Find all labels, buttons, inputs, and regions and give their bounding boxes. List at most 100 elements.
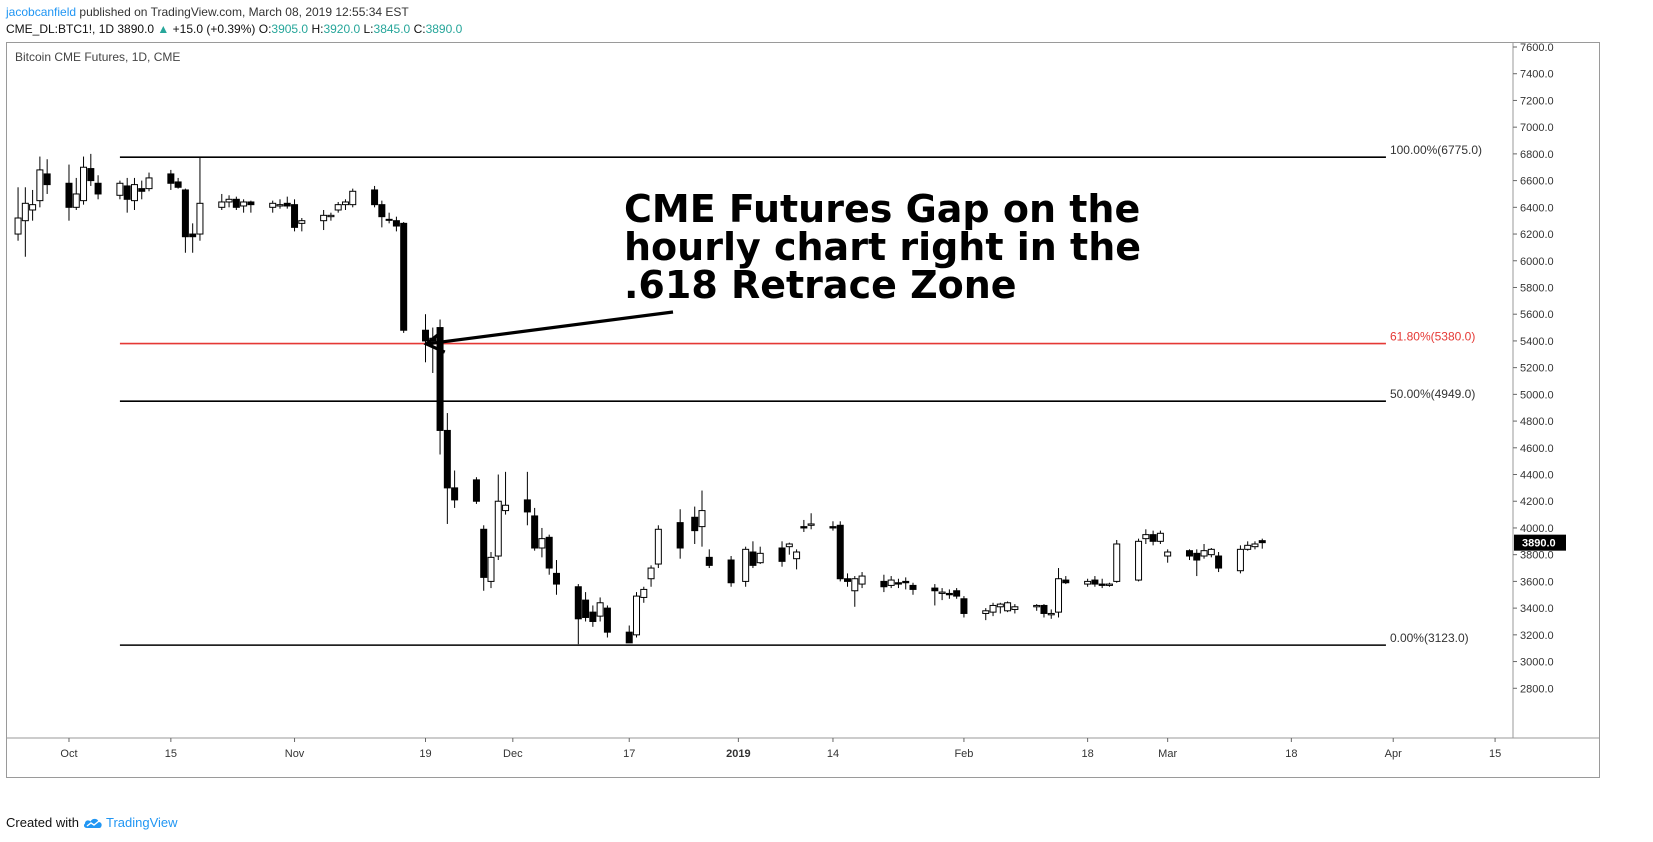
y-tick-label: 6400.0 [1520,202,1554,214]
candle-body [953,590,961,597]
candle-body [603,607,611,633]
candle-body [894,582,902,585]
candle-body [1004,602,1012,612]
candle-body [269,202,277,208]
candle-body [654,528,662,565]
candle-body [1142,534,1150,540]
chart-title: Bitcoin CME Futures, 1D, CME [15,50,180,64]
candle-body [472,479,480,502]
chart-header: jacobcanfield published on TradingView.c… [6,4,462,38]
candle-body [487,556,495,582]
candle-body [1215,555,1223,569]
fib-level-label: 50.00%(4949.0) [1390,387,1475,401]
candle-body [283,202,291,207]
candle-body [1251,543,1259,548]
created-with-text: Created with [6,815,79,830]
last-price-tag [1514,534,1566,551]
y-tick-label: 5000.0 [1520,389,1554,401]
candle-body [589,611,597,622]
candle-body [298,220,306,224]
symbol-label: CME_DL:BTC1!, 1D [6,22,115,36]
candle-body [596,602,604,617]
candle-body [844,578,852,582]
author-link[interactable]: jacobcanfield [6,5,77,19]
candle-body [902,580,910,584]
candle-body [727,559,735,584]
candle-body [1113,543,1121,582]
chart-frame[interactable] [6,42,1600,778]
candle-body [341,201,349,206]
candle-body [65,182,73,208]
candle-body [698,510,706,528]
candle-body [887,579,895,586]
candle-body [785,543,793,548]
candle-body [1244,544,1252,550]
y-tick-label: 6800.0 [1520,149,1554,161]
y-tick-label: 4200.0 [1520,496,1554,508]
x-tick-label: Feb [954,748,973,760]
published-text: published on TradingView.com, March 08, … [79,5,409,19]
candle-body [80,166,88,202]
x-tick-label: 2019 [726,748,750,760]
up-arrow-icon: ▲ [157,22,170,36]
candle-body [189,233,197,238]
close-label: C: [413,22,426,36]
candle-body [320,214,328,222]
candle-body [145,177,153,190]
x-tick-label: Dec [503,748,523,760]
candle-body [94,182,102,195]
x-tick-label: 18 [1081,748,1093,760]
candle-body [327,214,335,218]
annotation-text: CME Futures Gap on the [624,187,1140,231]
ohlc-line: CME_DL:BTC1!, 1D 3890.0 ▲ +15.0 (+0.39%)… [6,21,462,38]
last-price-tag-label: 3890.0 [1522,538,1556,550]
annotation-arrow-shaft [426,310,674,346]
candle-body [72,193,80,208]
candle-body [982,610,990,614]
low-value: 3845.0 [373,22,411,36]
y-tick-label: 4000.0 [1520,523,1554,535]
publish-line: jacobcanfield published on TradingView.c… [6,4,462,21]
candle-body [240,201,248,207]
candle-body [1098,583,1106,586]
candlestick-chart[interactable]: Bitcoin CME Futures, 1D, CME 2800.0 3000.0… [0,0,1653,800]
candle-body [232,198,240,208]
candle-body [1091,579,1099,585]
candle-body [647,567,655,580]
candle-body [371,189,379,206]
candle-body [836,524,844,580]
y-tick-label: 3400.0 [1520,603,1554,615]
y-tick-label: 5400.0 [1520,336,1554,348]
price-change: +15.0 (+0.39%) [172,22,256,36]
open-label: O: [258,22,272,36]
candle-body [480,528,488,578]
fib-level-label: 0.00%(3123.0) [1390,631,1469,645]
candle-body [829,526,837,529]
candle-body [400,222,408,331]
y-tick-label: 6200.0 [1520,229,1554,241]
candle-body [531,515,539,549]
candle-body [1258,540,1266,544]
candle-body [1011,606,1019,610]
candle-body [436,327,444,431]
y-tick-label: 7400.0 [1520,69,1554,81]
candle-body [931,587,939,592]
candle-body [385,218,393,221]
candle-body [1033,604,1041,608]
y-tick-label: 3200.0 [1520,630,1554,642]
candle-body [225,198,233,203]
tradingview-logo[interactable]: TradingView [83,815,178,830]
candle-body [742,548,750,582]
x-tick-label: Oct [60,748,77,760]
x-tick-label: 17 [623,748,635,760]
candle-body [545,536,553,569]
candle-body [21,202,29,222]
candle-body [1207,548,1215,556]
y-tick-label: 7000.0 [1520,122,1554,134]
candle-body [1236,548,1244,572]
candle-body [181,189,189,238]
candle-body [807,523,815,526]
candle-body [1185,550,1193,557]
x-tick-label: Apr [1385,748,1402,760]
candle-body [494,500,502,557]
